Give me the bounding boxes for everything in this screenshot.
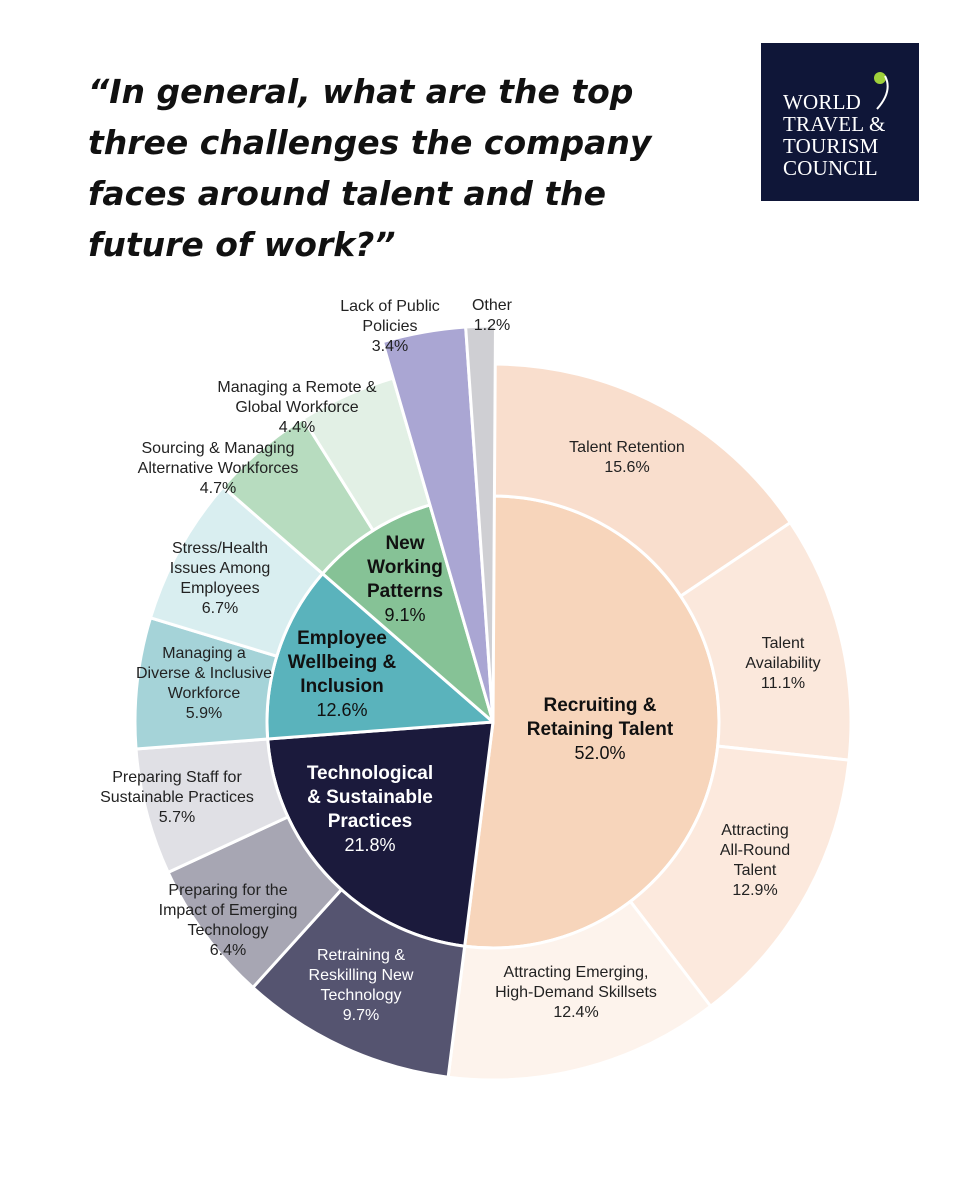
logo-line-1: WORLD (783, 90, 861, 114)
inner-label-technological-sustainable-practices-line: Practices (328, 811, 413, 832)
outer-label-sourcing-managing-alternative-workforces-line: Alternative Workforces (138, 460, 299, 477)
outer-label-attracting-emerging-high-demand-skillsets-line: Attracting Emerging, (504, 964, 649, 981)
outer-slice-talent-retention (491, 362, 792, 598)
outer-label-managing-a-remote-global-workforce: Managing a Remote & Global Workforce 4.4% (217, 379, 377, 436)
outer-label-preparing-for-the-impact-of-emerging-technology-line: Preparing for the (168, 882, 287, 899)
inner-label-new-working-patterns-line: Working (367, 557, 443, 578)
outer-label-sourcing-managing-alternative-workforces: Sourcing & Managing Alternative Workforce… (138, 440, 299, 497)
inner-label-employee-wellbeing-inclusion-value: 12.6% (316, 700, 367, 720)
exploded-slice-other (464, 324, 497, 724)
outer-label-sourcing-managing-alternative-workforces-line: Sourcing & Managing (142, 440, 295, 457)
exploded-label-other-value: 1.2% (474, 317, 510, 334)
outer-label-stress-health-issues-among-employees-line: Issues Among (170, 560, 271, 577)
outer-label-talent-availability-value: 11.1% (761, 675, 805, 692)
outer-label-preparing-staff-for-sustainable-practices-line: Sustainable Practices (100, 789, 254, 806)
outer-label-preparing-for-the-impact-of-emerging-technology: Preparing for the Impact of Emerging Techn… (159, 882, 298, 959)
outer-label-stress-health-issues-among-employees-line: Employees (180, 580, 259, 597)
logo-line-2: TRAVEL & (783, 112, 886, 136)
outer-label-attracting-emerging-high-demand-skillsets: Attracting Emerging, High-Demand Skillset… (495, 964, 657, 1021)
outer-label-managing-a-remote-global-workforce-line: Managing a Remote & (217, 379, 377, 396)
outer-label-talent-retention-value: 15.6% (604, 459, 649, 476)
inner-label-recruiting-retaining-talent: Recruiting & Retaining Talent 52.0% (527, 695, 674, 763)
inner-label-new-working-patterns-line: Patterns (367, 581, 443, 602)
logo-line-3: TOURISM (783, 134, 879, 158)
outer-label-attracting-all-round-talent-line: All-Round (720, 842, 790, 859)
outer-label-managing-a-diverse-inclusive-workforce-value: 5.9% (186, 705, 222, 722)
exploded-label-other-line: Other (472, 297, 513, 314)
exploded-label-other: Other 1.2% (472, 297, 513, 334)
outer-label-talent-availability: Talent Availability 11.1% (745, 635, 820, 692)
inner-label-employee-wellbeing-inclusion-line: Wellbeing & (288, 652, 397, 673)
outer-label-attracting-emerging-high-demand-skillsets-line: High-Demand Skillsets (495, 984, 657, 1001)
exploded-label-lack-of-public-policies: Lack of Public Policies 3.4% (340, 298, 440, 355)
outer-label-talent-availability-line: Talent (762, 635, 805, 652)
inner-label-recruiting-retaining-talent-line: Retaining Talent (527, 719, 674, 740)
outer-label-preparing-staff-for-sustainable-practices: Preparing Staff for Sustainable Practices… (100, 769, 254, 826)
outer-label-talent-availability-line: Availability (745, 655, 820, 672)
exploded-label-lack-of-public-policies-line: Policies (362, 318, 417, 335)
outer-label-managing-a-diverse-inclusive-workforce-line: Workforce (168, 685, 241, 702)
outer-label-attracting-all-round-talent-line: Talent (734, 862, 777, 879)
inner-label-technological-sustainable-practices: Technological & Sustainable Practices 21.8% (307, 763, 433, 855)
outer-label-attracting-all-round-talent-value: 12.9% (732, 882, 777, 899)
outer-label-retraining-reskilling-new-technology-line: Retraining & (317, 947, 405, 964)
inner-label-new-working-patterns-line: New (385, 533, 424, 554)
outer-label-managing-a-remote-global-workforce-value: 4.4% (279, 419, 315, 436)
outer-label-stress-health-issues-among-employees: Stress/Health Issues Among Employees 6.7% (170, 540, 271, 617)
outer-label-retraining-reskilling-new-technology-line: Technology (321, 987, 402, 1004)
outer-label-attracting-emerging-high-demand-skillsets-value: 12.4% (553, 1004, 598, 1021)
outer-label-preparing-for-the-impact-of-emerging-technology-value: 6.4% (210, 942, 246, 959)
inner-label-new-working-patterns-value: 9.1% (384, 605, 425, 625)
outer-label-attracting-all-round-talent-line: Attracting (721, 822, 789, 839)
outer-label-preparing-for-the-impact-of-emerging-technology-line: Technology (188, 922, 269, 939)
outer-label-retraining-reskilling-new-technology-value: 9.7% (343, 1007, 379, 1024)
wttc-logo: WORLD TRAVEL & TOURISM COUNCIL (761, 43, 919, 201)
outer-label-stress-health-issues-among-employees-value: 6.7% (202, 600, 238, 617)
inner-label-technological-sustainable-practices-line: & Sustainable (307, 787, 433, 808)
outer-label-talent-retention: Talent Retention 15.6% (569, 439, 685, 476)
outer-label-talent-retention-line: Talent Retention (569, 439, 685, 456)
inner-label-employee-wellbeing-inclusion: Employee Wellbeing & Inclusion 12.6% (288, 628, 397, 720)
outer-label-managing-a-diverse-inclusive-workforce: Managing a Diverse & Inclusive Workforce 5.… (136, 645, 272, 722)
tennis-ball-icon (874, 72, 889, 110)
outer-label-stress-health-issues-among-employees-line: Stress/Health (172, 540, 268, 557)
inner-label-recruiting-retaining-talent-line: Recruiting & (544, 695, 657, 716)
logo-line-4: COUNCIL (783, 156, 878, 180)
inner-label-employee-wellbeing-inclusion-line: Employee (297, 628, 387, 649)
exploded-label-lack-of-public-policies-line: Lack of Public (340, 298, 440, 315)
inner-label-new-working-patterns: New Working Patterns 9.1% (367, 533, 443, 625)
outer-label-retraining-reskilling-new-technology: Retraining & Reskilling New Technology 9.7% (309, 947, 414, 1024)
inner-label-technological-sustainable-practices-value: 21.8% (344, 835, 395, 855)
inner-label-recruiting-retaining-talent-value: 52.0% (574, 743, 625, 763)
outer-label-preparing-for-the-impact-of-emerging-technology-line: Impact of Emerging (159, 902, 298, 919)
chart-title: “In general, what are the top three chal… (88, 72, 652, 264)
outer-label-retraining-reskilling-new-technology-line: Reskilling New (309, 967, 414, 984)
outer-label-managing-a-diverse-inclusive-workforce-line: Diverse & Inclusive (136, 665, 272, 682)
inner-label-employee-wellbeing-inclusion-line: Inclusion (300, 676, 383, 697)
inner-label-technological-sustainable-practices-line: Technological (307, 763, 433, 784)
exploded-label-lack-of-public-policies-value: 3.4% (372, 338, 408, 355)
outer-label-sourcing-managing-alternative-workforces-value: 4.7% (200, 480, 236, 497)
outer-label-preparing-staff-for-sustainable-practices-line: Preparing Staff for (112, 769, 242, 786)
outer-label-preparing-staff-for-sustainable-practices-value: 5.7% (159, 809, 195, 826)
outer-label-managing-a-diverse-inclusive-workforce-line: Managing a (162, 645, 246, 662)
outer-label-managing-a-remote-global-workforce-line: Global Workforce (235, 399, 358, 416)
outer-label-attracting-all-round-talent: Attracting All-Round Talent 12.9% (720, 822, 790, 899)
